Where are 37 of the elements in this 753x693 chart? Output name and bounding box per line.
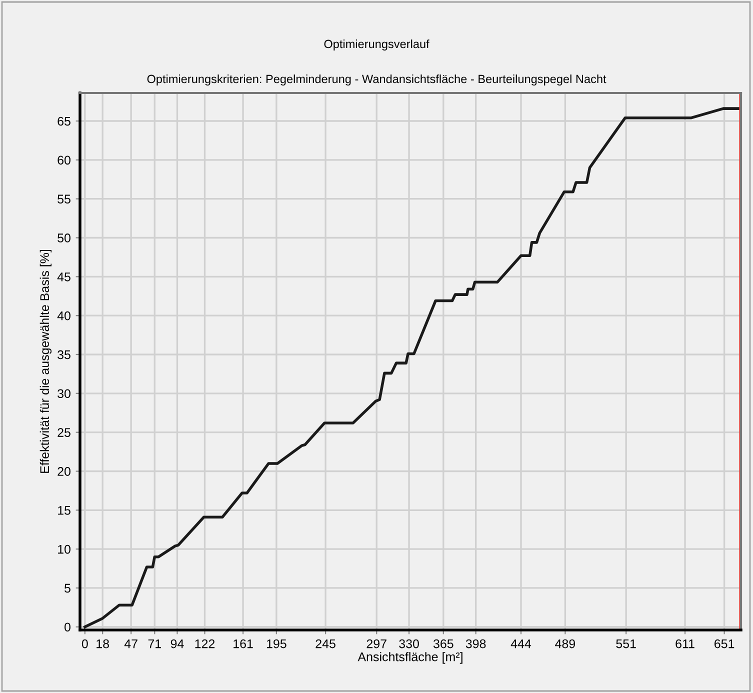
y-tick-label: 65 xyxy=(58,116,70,126)
x-tick-label: 47 xyxy=(124,639,138,648)
x-tick-label: 245 xyxy=(316,639,336,648)
y-axis-title: Effektivität für die ausgewählte Basis [%] xyxy=(40,250,52,473)
x-axis-title: Ansichtsfläche [m²] xyxy=(358,652,462,664)
x-tick-label: 195 xyxy=(266,639,286,648)
y-tick-label: 30 xyxy=(58,389,70,398)
x-tick-label: 398 xyxy=(466,639,486,648)
y-tick-label: 45 xyxy=(57,272,70,282)
y-tick-label: 50 xyxy=(58,234,70,242)
x-tick-label: 18 xyxy=(96,639,109,648)
x-tick-label: 365 xyxy=(433,639,454,648)
y-tick-label: 15 xyxy=(58,506,70,515)
x-tick-label: 551 xyxy=(616,639,636,648)
y-tick-label: 0 xyxy=(64,622,70,632)
x-tick-label: 297 xyxy=(366,639,386,648)
y-tick-label: 35 xyxy=(58,350,70,360)
x-tick-label: 161 xyxy=(234,639,253,648)
x-tick-label: 122 xyxy=(195,639,215,648)
line-series xyxy=(84,107,741,628)
x-tick-label: 444 xyxy=(510,639,532,648)
y-tick-label: 55 xyxy=(58,194,70,204)
x-tick-label: 651 xyxy=(714,639,734,648)
x-tick-label: 489 xyxy=(555,639,576,648)
y-tick-label: 10 xyxy=(58,544,70,554)
x-tick-label: 330 xyxy=(399,639,419,648)
x-tick-label: 94 xyxy=(170,639,184,648)
chart-subtitle: Optimierungskriterien: Pegelminderung - Wandansichtsfläche - Beurteilungspegel Nacht xyxy=(147,74,606,86)
y-tick-label: 25 xyxy=(58,428,70,437)
y-tick-label: 40 xyxy=(57,311,70,320)
y-tick-label: 5 xyxy=(64,584,70,593)
x-tick-label: 71 xyxy=(148,639,161,648)
chart-title: Optimierungsverlauf xyxy=(324,40,430,50)
y-tick-label: 20 xyxy=(58,467,70,476)
y-tick-label: 60 xyxy=(58,156,70,165)
x-tick-label: 0 xyxy=(82,639,88,648)
x-tick-label: 611 xyxy=(676,639,694,648)
